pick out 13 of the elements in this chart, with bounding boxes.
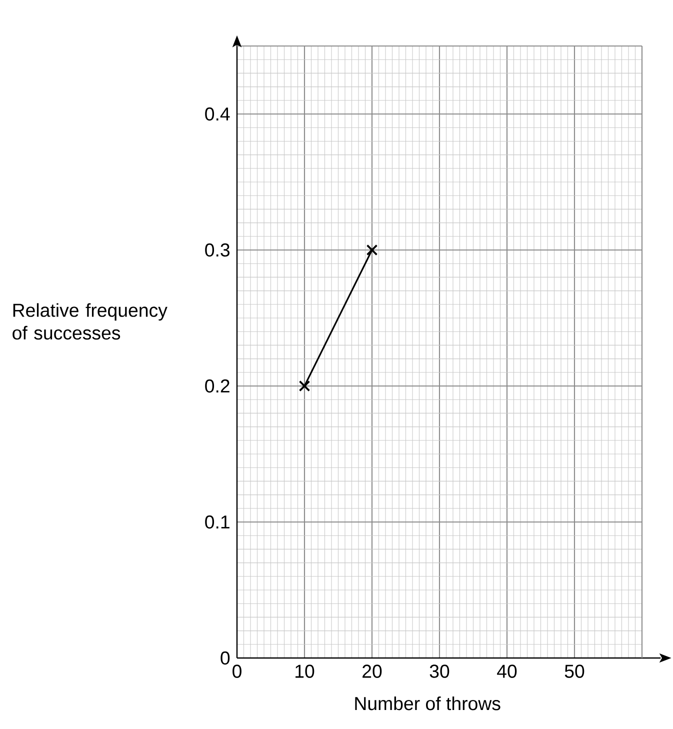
x-tick-label: 0 xyxy=(232,664,242,678)
x-tick-label: 30 xyxy=(430,664,450,678)
x-tick-label: 50 xyxy=(564,664,584,678)
x-tick-label: 40 xyxy=(497,664,517,678)
y-axis-title: Relative frequency of successes xyxy=(12,303,168,340)
x-axis-title: Number of throws xyxy=(355,696,500,710)
y-tick-label: 0.2 xyxy=(205,379,230,393)
y-tick-label: 0.3 xyxy=(205,243,230,257)
y-tick-label: 0.1 xyxy=(205,515,230,529)
y-tick-label: 0 xyxy=(220,651,230,665)
x-tick-label: 20 xyxy=(362,664,382,678)
y-tick-label: 0.4 xyxy=(205,107,230,121)
x-tick-label: 10 xyxy=(296,664,314,678)
